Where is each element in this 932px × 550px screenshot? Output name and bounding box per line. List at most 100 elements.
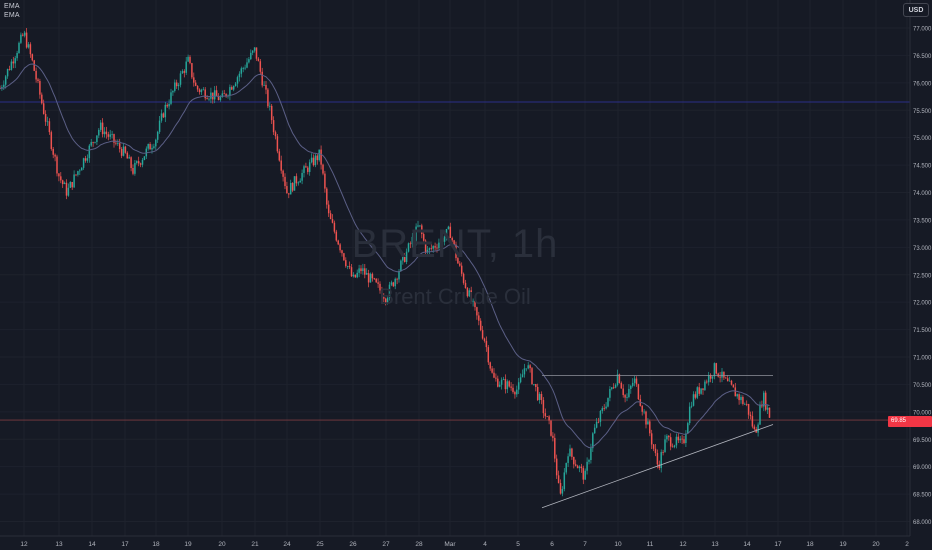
candle-body	[280, 160, 282, 171]
candle-body	[360, 268, 362, 272]
candle-body	[373, 278, 376, 280]
candle-body	[10, 61, 13, 70]
candle-body	[675, 436, 678, 446]
candle-body	[647, 421, 649, 425]
candle-body	[25, 32, 28, 48]
candle-body	[523, 368, 526, 375]
candle-body	[58, 173, 60, 177]
candle-body	[337, 240, 339, 245]
candle-body	[229, 87, 231, 96]
candle-body	[683, 439, 685, 443]
candle-body	[326, 188, 328, 205]
candle-body	[658, 464, 661, 469]
candle-body	[316, 155, 319, 161]
candle-body	[367, 273, 370, 283]
candle-body	[624, 395, 626, 398]
candle-body	[764, 392, 767, 410]
candle-body	[158, 120, 161, 132]
candle-body	[533, 384, 535, 385]
ema-indicator-label[interactable]: EMA	[4, 3, 20, 10]
candle-body	[331, 219, 334, 223]
candle-body	[327, 204, 330, 214]
candle-body	[472, 300, 474, 302]
candle-body	[99, 122, 102, 130]
candle-body	[16, 52, 18, 59]
candle-body	[156, 131, 159, 140]
candle-body	[341, 250, 343, 254]
candle-body	[312, 157, 315, 166]
candle-body	[299, 180, 301, 183]
candle-body	[244, 67, 246, 69]
candle-body	[65, 182, 68, 196]
candle-body	[479, 320, 482, 331]
x-axis-tick-label: 19	[839, 541, 847, 548]
candle-body	[303, 166, 305, 173]
x-axis-tick-label: Mar	[444, 541, 456, 548]
ema-indicator-label-2[interactable]: EMA	[4, 12, 20, 19]
candle-body	[242, 68, 244, 69]
candle-body	[193, 77, 195, 83]
candle-body	[738, 394, 740, 401]
candle-body	[749, 414, 752, 417]
candle-body	[90, 142, 92, 146]
candle-body	[274, 132, 277, 137]
candle-body	[185, 61, 187, 73]
x-axis-tick-label: 18	[152, 541, 160, 548]
candle-body	[521, 374, 524, 378]
candle-body	[656, 453, 659, 465]
candle-body	[582, 468, 585, 480]
candle-body	[98, 129, 100, 136]
candle-body	[538, 393, 541, 401]
y-axis-tick-label: 75.000	[913, 136, 932, 142]
candle-body	[60, 176, 62, 181]
candle-body	[339, 244, 341, 251]
candle-body	[584, 470, 586, 480]
candle-body	[711, 376, 714, 379]
currency-badge[interactable]: USD	[903, 3, 929, 17]
candle-body	[42, 103, 45, 114]
candle-body	[455, 244, 457, 259]
candle-body	[554, 437, 556, 459]
candle-body	[430, 248, 433, 250]
candle-body	[730, 380, 733, 385]
candle-body	[381, 290, 383, 298]
candle-body	[206, 98, 208, 100]
candle-body	[536, 386, 539, 401]
candle-body	[626, 397, 628, 398]
candle-body	[630, 385, 632, 389]
candle-body	[424, 240, 427, 253]
candle-body	[698, 387, 700, 394]
candle-body	[41, 94, 43, 104]
candle-body	[599, 410, 602, 422]
candle-body	[310, 157, 313, 163]
candle-body	[48, 121, 51, 133]
candle-body	[497, 378, 499, 387]
candle-body	[504, 378, 507, 390]
candle-body	[286, 186, 288, 194]
candle-body	[422, 234, 425, 241]
candle-body	[464, 282, 467, 289]
x-axis-tick-label: 6	[550, 541, 554, 548]
candle-body	[219, 97, 222, 101]
candle-body	[470, 290, 472, 302]
x-axis-tick-label: 2	[905, 541, 909, 548]
candle-body	[386, 297, 389, 303]
candle-body	[270, 105, 273, 121]
candle-body	[550, 420, 552, 436]
candle-body	[506, 381, 509, 390]
candle-body	[118, 143, 121, 149]
y-axis-tick-label: 68.000	[913, 520, 932, 526]
candle-body	[546, 416, 548, 418]
x-axis-tick-label: 20	[218, 541, 226, 548]
candle-body	[52, 148, 54, 155]
candle-body	[685, 433, 687, 443]
y-axis-tick-label: 72.000	[913, 301, 932, 307]
candle-body	[278, 151, 281, 161]
candle-body	[46, 121, 49, 123]
candle-body	[120, 148, 123, 156]
candle-body	[132, 167, 134, 174]
candle-body	[149, 143, 151, 150]
y-axis-tick-label: 72.500	[913, 273, 932, 279]
candle-body	[113, 134, 115, 143]
